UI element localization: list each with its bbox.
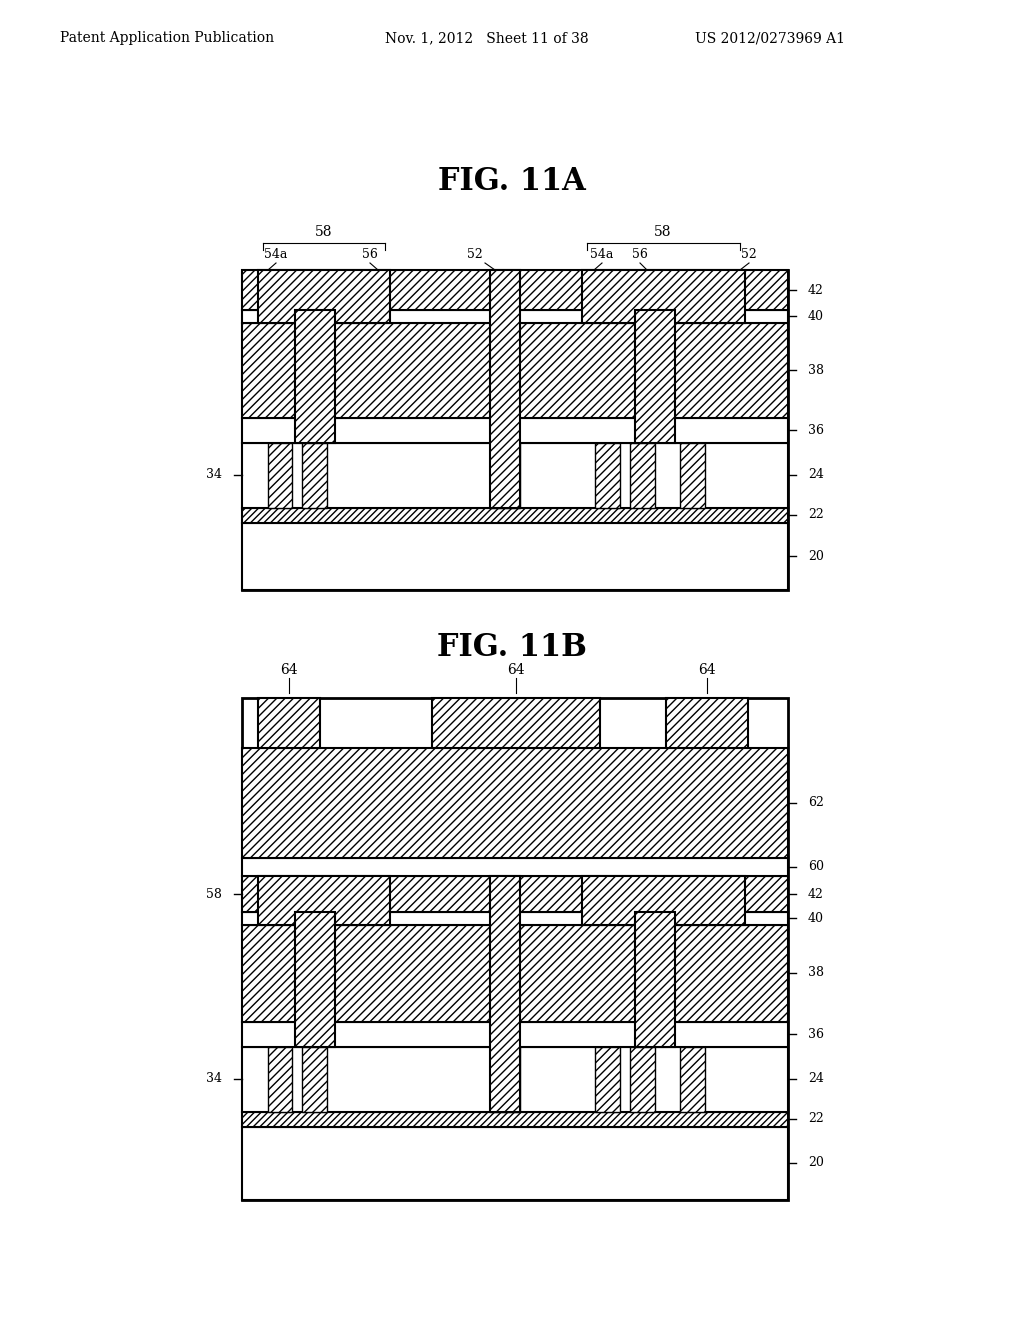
Text: 34: 34 [206, 1072, 222, 1085]
Text: 56: 56 [362, 248, 378, 261]
Bar [242, 310, 788, 323]
Bar [242, 271, 788, 590]
Text: 64: 64 [698, 663, 716, 677]
Text: 64: 64 [507, 663, 525, 677]
Bar [242, 1047, 788, 1111]
Bar [295, 310, 335, 444]
Bar [242, 912, 788, 925]
Bar [242, 925, 788, 1022]
Text: 22: 22 [808, 1113, 823, 1126]
Text: FIG. 11B: FIG. 11B [437, 631, 587, 663]
Text: Nov. 1, 2012   Sheet 11 of 38: Nov. 1, 2012 Sheet 11 of 38 [385, 30, 589, 45]
Text: FIG. 11A: FIG. 11A [438, 166, 586, 198]
Text: 38: 38 [808, 363, 824, 376]
Text: 38: 38 [808, 966, 824, 979]
Bar [242, 698, 788, 1200]
Text: 42: 42 [808, 887, 824, 900]
Bar [432, 698, 600, 748]
Text: 54a: 54a [264, 248, 288, 261]
Text: US 2012/0273969 A1: US 2012/0273969 A1 [695, 30, 845, 45]
Bar [242, 508, 788, 523]
Bar [242, 418, 788, 444]
Text: 62: 62 [808, 796, 824, 809]
Bar [242, 748, 788, 858]
Bar [242, 271, 788, 310]
Bar [680, 1047, 705, 1111]
Text: 58: 58 [315, 224, 333, 239]
Bar [242, 444, 788, 508]
Bar [242, 876, 788, 912]
Text: Patent Application Publication: Patent Application Publication [60, 30, 274, 45]
Bar [680, 444, 705, 508]
Bar [258, 698, 319, 748]
Bar [242, 1022, 788, 1047]
Bar [595, 444, 620, 508]
Bar [258, 271, 390, 323]
Text: 36: 36 [808, 424, 824, 437]
Text: 40: 40 [808, 912, 824, 924]
Text: 60: 60 [808, 861, 824, 874]
Bar [490, 876, 520, 1111]
Text: 56: 56 [632, 248, 648, 261]
Text: 22: 22 [808, 508, 823, 521]
Text: 64: 64 [281, 663, 298, 677]
Bar [635, 912, 675, 1047]
Bar [490, 1047, 520, 1111]
Bar [490, 271, 520, 508]
Bar [295, 912, 335, 1047]
Text: 40: 40 [808, 309, 824, 322]
Bar [242, 1111, 788, 1127]
Bar [268, 1047, 292, 1111]
Text: 24: 24 [808, 1072, 824, 1085]
Bar [242, 858, 788, 876]
Bar [595, 1047, 620, 1111]
Text: 24: 24 [808, 469, 824, 482]
Bar [582, 876, 745, 925]
Text: 58: 58 [654, 224, 672, 239]
Bar [582, 271, 745, 323]
Bar [242, 523, 788, 590]
Text: 58: 58 [206, 887, 222, 900]
Text: 20: 20 [808, 549, 824, 562]
Text: 52: 52 [467, 248, 483, 261]
Bar [630, 444, 655, 508]
Bar [268, 444, 292, 508]
Bar [490, 444, 520, 508]
Text: 36: 36 [808, 1027, 824, 1040]
Text: 20: 20 [808, 1156, 824, 1170]
Bar [258, 876, 390, 925]
Text: 34: 34 [206, 469, 222, 482]
Bar [242, 1127, 788, 1200]
Bar [630, 1047, 655, 1111]
Bar [635, 310, 675, 444]
Bar [302, 444, 327, 508]
Bar [302, 1047, 327, 1111]
Bar [242, 323, 788, 418]
Text: 54a: 54a [590, 248, 613, 261]
Bar [666, 698, 748, 748]
Text: 42: 42 [808, 284, 824, 297]
Text: 52: 52 [741, 248, 757, 261]
